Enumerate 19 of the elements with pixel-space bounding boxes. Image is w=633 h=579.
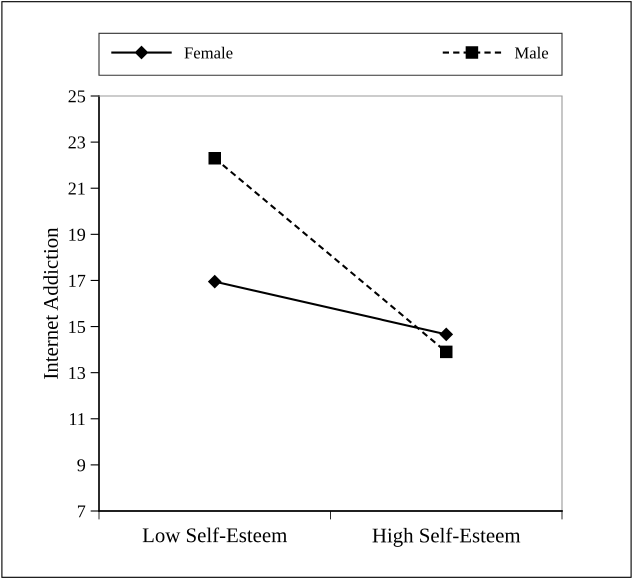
y-tick-label: 23 bbox=[68, 136, 86, 149]
point bbox=[208, 152, 221, 164]
legend-label: Male bbox=[514, 46, 548, 59]
y-tick-label: 13 bbox=[69, 366, 86, 380]
y-tick-label: 19 bbox=[69, 228, 86, 241]
point bbox=[440, 328, 453, 341]
point bbox=[208, 275, 222, 288]
point bbox=[440, 346, 452, 358]
y-tick-label: 9 bbox=[77, 459, 86, 472]
legend-label: Female bbox=[184, 46, 232, 59]
y-tick-label: 17 bbox=[69, 274, 86, 287]
y-tick-label: 11 bbox=[70, 413, 85, 426]
x-tick-label: Low Self-Esteem bbox=[142, 527, 288, 542]
y-tick-label: 15 bbox=[69, 320, 86, 333]
y-tick-label: 25 bbox=[68, 90, 86, 102]
y-axis-title: Internet Addiction bbox=[43, 228, 58, 379]
x-tick-label: High Self-Esteem bbox=[372, 528, 520, 547]
y-tick-label: 21 bbox=[68, 182, 85, 194]
y-tick-label: 7 bbox=[78, 505, 86, 518]
